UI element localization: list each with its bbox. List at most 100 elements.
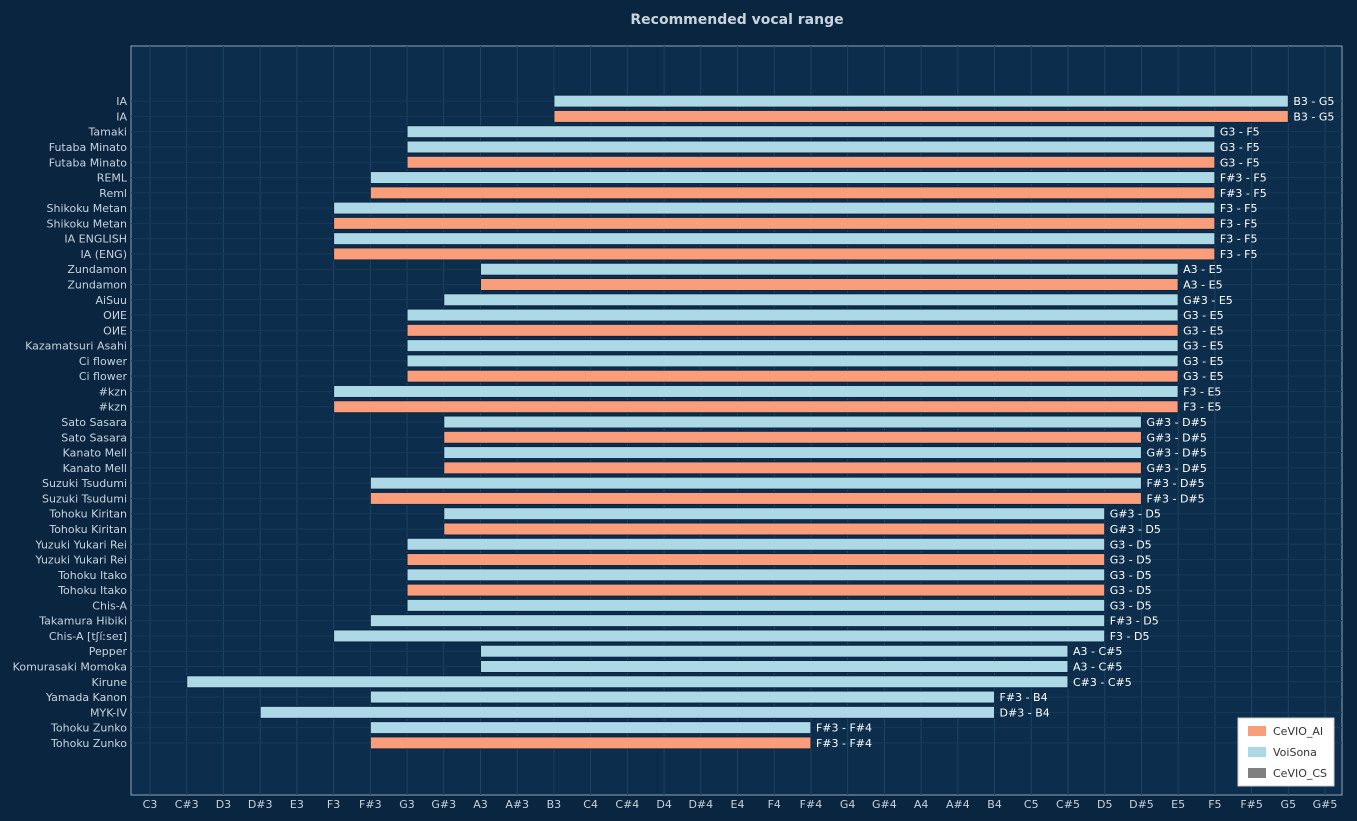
bar <box>369 171 1216 185</box>
x-tick-label: A#4 <box>946 798 970 811</box>
y-category-label: IA <box>116 95 127 108</box>
x-tick-label: A#3 <box>505 798 529 811</box>
bar-value-label: F3 - E5 <box>1183 401 1221 414</box>
x-tick-label: C4 <box>583 798 598 811</box>
bar <box>406 125 1216 139</box>
y-category-label: Suzuki Tsudumi <box>42 492 127 505</box>
bar <box>369 186 1216 200</box>
y-category-label: Tohoku Zunko <box>50 722 127 735</box>
y-category-label: MYK-IV <box>90 706 127 719</box>
bar-value-label: G#3 - D#5 <box>1146 447 1206 460</box>
bar <box>443 507 1106 521</box>
bar <box>369 491 1142 505</box>
bar-value-label: G3 - E5 <box>1183 355 1223 368</box>
y-category-label: ОИЕ <box>103 309 127 322</box>
bar <box>369 721 812 735</box>
bar-value-label: G#3 - D#5 <box>1146 462 1206 475</box>
bar <box>406 537 1106 551</box>
bar-value-label: G#3 - E5 <box>1183 294 1233 307</box>
bar-value-label: G3 - D5 <box>1110 569 1152 582</box>
bar-value-label: G3 - E5 <box>1183 309 1223 322</box>
y-category-label: Ci flower <box>79 370 128 383</box>
x-tick-label: A4 <box>914 798 929 811</box>
bar-value-label: A3 - E5 <box>1183 279 1222 292</box>
bar <box>406 323 1179 337</box>
x-tick-label: C#5 <box>1056 798 1080 811</box>
x-tick-label: F4 <box>768 798 781 811</box>
y-category-label: #kzn <box>99 385 127 398</box>
x-tick-label: E3 <box>290 798 304 811</box>
y-category-label: Yuzuki Yukari Rei <box>35 538 128 551</box>
y-category-label: IA ENGLISH <box>64 233 127 246</box>
y-category-label: Kirune <box>91 676 127 689</box>
x-tick-label: D#5 <box>1129 798 1154 811</box>
legend-label: CeVIO_CS <box>1273 767 1327 780</box>
x-tick-label: D4 <box>656 798 671 811</box>
bar <box>333 629 1106 643</box>
x-tick-label: G3 <box>399 798 415 811</box>
bar-value-label: G3 - D5 <box>1110 599 1152 612</box>
x-tick-label: C#3 <box>175 798 199 811</box>
y-category-label: Tohoku Kiritan <box>48 508 127 521</box>
x-tick-label: C3 <box>143 798 158 811</box>
bar <box>406 140 1216 154</box>
bar-value-label: G#3 - D5 <box>1110 508 1161 521</box>
bar <box>406 553 1106 567</box>
y-category-label: Kanato Mell <box>63 447 127 460</box>
legend-swatch <box>1248 747 1266 757</box>
y-category-label: Zundamon <box>67 263 127 276</box>
x-tick-label: F#5 <box>1240 798 1263 811</box>
y-category-label: ОИЕ <box>103 324 127 337</box>
bar <box>369 614 1106 628</box>
bar-value-label: F#3 - D#5 <box>1146 477 1204 490</box>
x-tick-label: F#4 <box>800 798 823 811</box>
x-tick-label: F3 <box>327 798 340 811</box>
bar-value-label: G3 - E5 <box>1183 340 1223 353</box>
bar <box>443 522 1106 536</box>
bar-value-label: G#3 - D#5 <box>1146 431 1206 444</box>
bar-value-label: F3 - F5 <box>1220 233 1258 246</box>
y-category-label: Yamada Kanon <box>45 691 127 704</box>
x-axis-labels: C3 C#3 D3 D#3 E3 F3 F#3 G3 G#3 A3 A#3 B3 C4 C#4 D4 D#4 E… <box>143 798 1338 811</box>
bar-value-label: F#3 - F5 <box>1220 187 1267 200</box>
bar-value-label: F3 - F5 <box>1220 202 1258 215</box>
bar <box>479 644 1069 658</box>
x-tick-label: G#5 <box>1313 798 1338 811</box>
bar-value-label: F#3 - F5 <box>1220 172 1267 185</box>
y-category-label: Sato Sasara <box>61 416 127 429</box>
bar-value-label: F3 - F5 <box>1220 217 1258 230</box>
x-tick-label: C5 <box>1024 798 1039 811</box>
bar-value-label: B3 - G5 <box>1293 110 1334 123</box>
chart-title: Recommended vocal range <box>630 12 843 28</box>
x-tick-label: F5 <box>1208 798 1221 811</box>
y-category-label: REML <box>97 172 128 185</box>
bar <box>443 430 1142 444</box>
bar <box>333 232 1216 246</box>
bar-value-label: F#3 - D5 <box>1110 615 1159 628</box>
bar <box>333 201 1216 215</box>
bar <box>479 660 1069 673</box>
bars-group: B3 - G5 B3 - G5 G3 - F5 G3 - F5 G3 - F5 F#3 -… <box>186 94 1334 750</box>
bar <box>369 476 1142 490</box>
y-category-label: Ci flower <box>79 355 128 368</box>
y-category-label: Futaba Minato <box>49 141 128 154</box>
y-category-label: IA <box>116 110 127 123</box>
y-category-label: IA (ENG) <box>80 248 127 261</box>
bar-value-label: G3 - F5 <box>1220 141 1260 154</box>
bar-value-label: G#3 - D5 <box>1110 523 1161 536</box>
bar <box>369 736 812 750</box>
bar <box>259 705 996 719</box>
y-category-label: Shikoku Metan <box>46 202 127 215</box>
y-category-label: Tohoku Kiritan <box>48 523 127 536</box>
bar <box>333 384 1179 398</box>
bar <box>406 308 1179 322</box>
bar-value-label: F#3 - F#4 <box>816 722 872 735</box>
x-tick-label: D5 <box>1097 798 1112 811</box>
legend-label: CeVIO_AI <box>1273 725 1323 738</box>
bar <box>443 415 1142 429</box>
y-category-label: Yuzuki Yukari Rei <box>35 554 128 567</box>
bar <box>333 216 1216 230</box>
bar <box>443 446 1142 460</box>
bar-value-label: G3 - E5 <box>1183 324 1223 337</box>
